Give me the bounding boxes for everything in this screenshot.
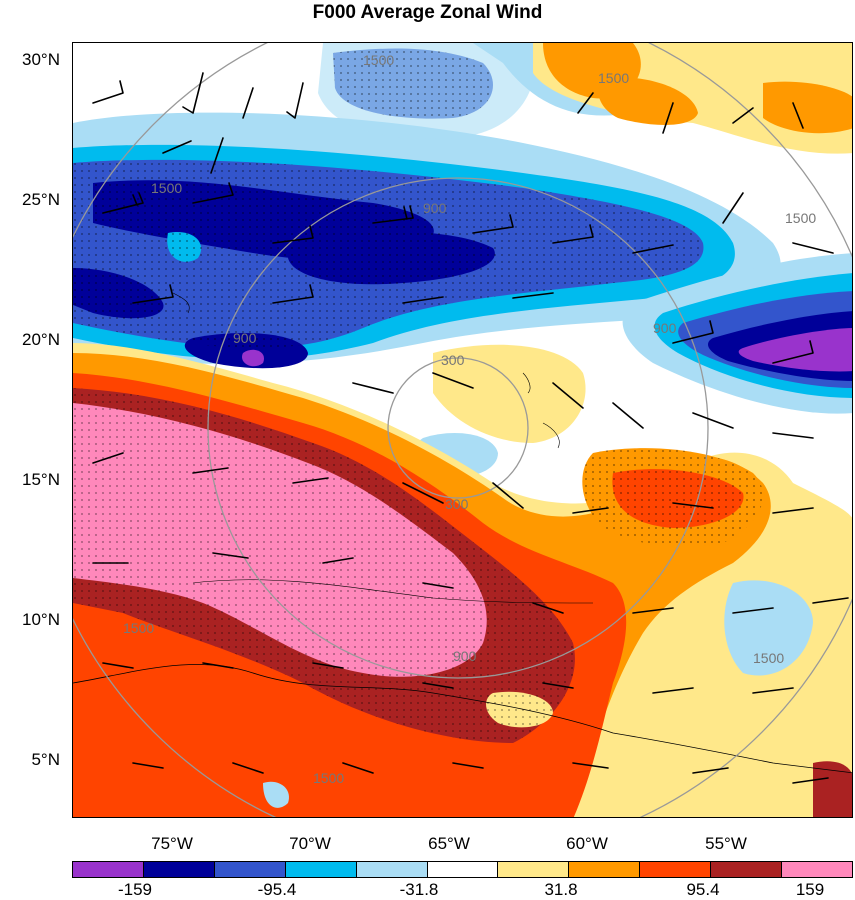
colorbar-label-0: -159 [117, 880, 153, 899]
shade-se-light-blue [724, 580, 813, 676]
ring-label-1500-se: 1500 [753, 650, 784, 666]
ring-label-900-north: 900 [423, 200, 447, 216]
colorbar-swatch [356, 862, 428, 877]
colorbar-swatch [569, 862, 641, 877]
shade-east-purple [738, 328, 852, 372]
ring-label-900-west: 900 [233, 330, 257, 346]
colorbar-swatch [782, 862, 852, 877]
lon-label-75w: 75°W [151, 834, 193, 853]
lat-label-20n: 20°N [22, 330, 60, 349]
shade-purple-west [242, 349, 264, 367]
colorbar-swatch [498, 862, 570, 877]
colorbar-swatch [73, 862, 144, 877]
shade-ne-orange-2 [598, 77, 698, 125]
wind-barbs [92, 72, 849, 784]
ring-label-300-north: 300 [441, 352, 465, 368]
coastline-caribbean [192, 579, 594, 604]
stipple-ne-patch [333, 48, 493, 119]
ring-label-1500-nne: 1500 [363, 52, 394, 68]
shade-yellow-center [433, 344, 586, 443]
colorbar-swatch [427, 862, 499, 877]
lon-label-65w: 65°W [428, 834, 470, 853]
lat-label-10n: 10°N [22, 610, 60, 629]
coastline-islands [172, 292, 560, 449]
lat-label-30n: 30°N [22, 50, 60, 69]
stipple-north-band [73, 159, 704, 348]
range-rings [73, 43, 852, 817]
lat-label-5n: 5°N [31, 750, 60, 769]
wind-field-plot: 300 300 900 900 900 900 1500 1500 1500 1… [73, 43, 852, 817]
colorbar-swatch [711, 862, 783, 877]
lon-label-60w: 60°W [566, 834, 608, 853]
lon-label-70w: 70°W [289, 834, 331, 853]
stipple-east [582, 448, 763, 547]
colorbar-label-3: 31.8 [544, 880, 578, 899]
colorbar-swatch [640, 862, 712, 877]
lat-label-15n: 15°N [22, 470, 60, 489]
colorbar-label-4: 95.4 [686, 880, 720, 899]
colorbar-swatch [285, 862, 357, 877]
lon-label-55w: 55°W [705, 834, 747, 853]
shade-ne-orange-3 [763, 81, 852, 134]
colorbar-swatch [214, 862, 286, 877]
colorbar-label-2: -31.8 [399, 880, 439, 899]
colorbar-label-5: 159 [795, 880, 825, 899]
stipple-southwest [73, 388, 575, 743]
colorbar-swatch [143, 862, 215, 877]
chart-title: F000 Average Zonal Wind [312, 2, 543, 23]
map-panel: 300 300 900 900 900 900 1500 1500 1500 1… [72, 42, 853, 818]
ring-label-900-east: 900 [653, 320, 677, 336]
ring-label-300-south: 300 [445, 496, 469, 512]
ring-label-1500-ne: 1500 [598, 70, 629, 86]
shade-s-light-blue [263, 781, 289, 808]
ring-label-1500-w: 1500 [123, 620, 154, 636]
lat-label-25n: 25°N [22, 190, 60, 209]
colorbar [72, 861, 853, 878]
ring-label-900-south: 900 [453, 648, 477, 664]
ring-label-1500-nw: 1500 [151, 180, 182, 196]
ring-label-1500-e: 1500 [785, 210, 816, 226]
shade-se-crimson [813, 761, 852, 817]
ring-label-1500-s: 1500 [313, 770, 344, 786]
colorbar-label-1: -95.4 [257, 880, 297, 899]
